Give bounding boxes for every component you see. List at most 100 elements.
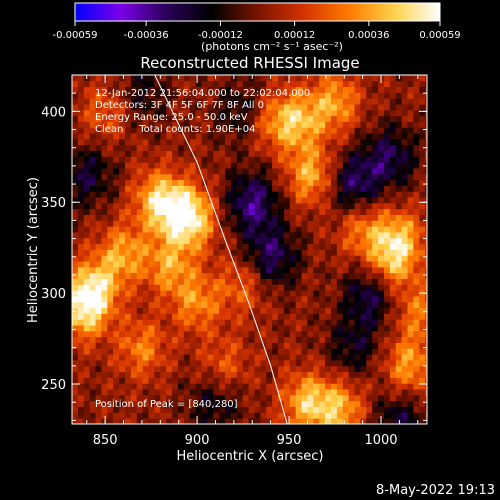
- heatmap-cell: [366, 237, 373, 245]
- heatmap-cell: [295, 342, 302, 349]
- heatmap-cell: [177, 296, 185, 303]
- heatmap-cell: [189, 232, 197, 239]
- heatmap-cell: [242, 307, 249, 314]
- heatmap-cell: [278, 144, 285, 152]
- heatmap-cell: [107, 75, 114, 82]
- heatmap-cell: [413, 109, 420, 117]
- heatmap-cell: [330, 266, 338, 274]
- heatmap-cell: [236, 255, 244, 262]
- heatmap-cell: [413, 377, 420, 384]
- heatmap-cell: [425, 104, 427, 111]
- heatmap-cell: [219, 86, 226, 93]
- colorbar: [74, 2, 441, 22]
- heatmap-cell: [342, 226, 350, 233]
- heatmap-cell: [278, 191, 285, 198]
- heatmap-cell: [148, 243, 155, 250]
- heatmap-cell: [319, 208, 326, 215]
- heatmap-cell: [142, 336, 149, 343]
- heatmap-cell: [201, 330, 208, 338]
- heatmap-cell: [113, 237, 120, 245]
- heatmap-cell: [119, 313, 126, 320]
- heatmap-cell: [160, 75, 167, 82]
- heatmap-cell: [160, 313, 167, 320]
- heatmap-cell: [360, 80, 367, 88]
- heatmap-cell: [166, 168, 173, 175]
- heatmap-cell: [354, 115, 361, 122]
- heatmap-cell: [325, 284, 332, 291]
- heatmap-cell: [325, 365, 332, 373]
- heatmap-cell: [183, 325, 191, 332]
- heatmap-cell: [154, 319, 161, 326]
- heatmap-cell: [230, 162, 238, 169]
- heatmap-cell: [401, 377, 408, 384]
- heatmap-cell: [124, 150, 132, 157]
- heatmap-cell: [360, 290, 367, 297]
- heatmap-cell: [113, 104, 120, 111]
- heatmap-cell: [242, 109, 249, 117]
- heatmap-cell: [207, 162, 214, 169]
- heatmap-cell: [354, 232, 361, 239]
- heatmap-cell: [160, 365, 167, 373]
- heatmap-cell: [113, 313, 120, 320]
- heatmap-cell: [260, 121, 267, 128]
- heatmap-cell: [272, 185, 279, 192]
- heatmap-cell: [236, 232, 244, 239]
- heatmap-cell: [330, 237, 338, 245]
- heatmap-cell: [219, 80, 226, 88]
- heatmap-cell: [166, 365, 173, 373]
- heatmap-cell: [307, 278, 314, 285]
- heatmap-cell: [124, 290, 132, 297]
- heatmap-cell: [83, 360, 91, 367]
- heatmap-cell: [130, 75, 138, 82]
- heatmap-cell: [195, 272, 202, 279]
- heatmap-cell: [348, 121, 355, 128]
- heatmap-cell: [260, 394, 267, 402]
- heatmap-cell: [177, 232, 185, 239]
- heatmap-cell: [419, 80, 426, 88]
- heatmap-cell: [254, 109, 261, 117]
- heatmap-cell: [301, 173, 308, 181]
- heatmap-cell: [201, 133, 208, 140]
- heatmap-cell: [336, 115, 344, 122]
- heatmap-cell: [142, 109, 149, 117]
- heatmap-cell: [272, 354, 279, 361]
- heatmap-cell: [272, 266, 279, 274]
- heatmap-cell: [295, 336, 302, 343]
- heatmap-cell: [254, 144, 261, 152]
- heatmap-cell: [360, 98, 367, 105]
- heatmap-cell: [325, 179, 332, 186]
- heatmap-cell: [313, 348, 320, 355]
- heatmap-cell: [248, 400, 255, 407]
- heatmap-cell: [272, 144, 279, 152]
- heatmap-cell: [383, 80, 391, 88]
- heatmap-cell: [225, 75, 232, 82]
- heatmap-cell: [177, 237, 185, 245]
- heatmap-cell: [113, 150, 120, 157]
- heatmap-cell: [195, 261, 202, 268]
- heatmap-cell: [89, 191, 96, 198]
- heatmap-cell: [325, 92, 332, 99]
- heatmap-cell: [354, 179, 361, 186]
- heatmap-cell: [107, 389, 114, 396]
- heatmap-cell: [154, 354, 161, 361]
- heatmap-cell: [166, 377, 173, 384]
- heatmap-cell: [119, 138, 126, 146]
- heatmap-cell: [130, 301, 138, 309]
- heatmap-cell: [95, 336, 102, 343]
- heatmap-cell: [378, 226, 385, 233]
- heatmap-cell: [195, 168, 202, 175]
- heatmap-cell: [166, 86, 173, 93]
- heatmap-cell: [319, 301, 326, 309]
- heatmap-cell: [230, 127, 238, 134]
- heatmap-cell: [107, 319, 114, 326]
- heatmap-cell: [283, 150, 291, 157]
- heatmap-cell: [189, 168, 197, 175]
- heatmap-cell: [413, 243, 420, 250]
- heatmap-cell: [330, 284, 338, 291]
- heatmap-cell: [107, 168, 114, 175]
- heatmap-cell: [330, 75, 338, 82]
- heatmap-cell: [101, 278, 108, 285]
- heatmap-cell: [325, 138, 332, 146]
- heatmap-cell: [254, 237, 261, 245]
- heatmap-cell: [248, 319, 255, 326]
